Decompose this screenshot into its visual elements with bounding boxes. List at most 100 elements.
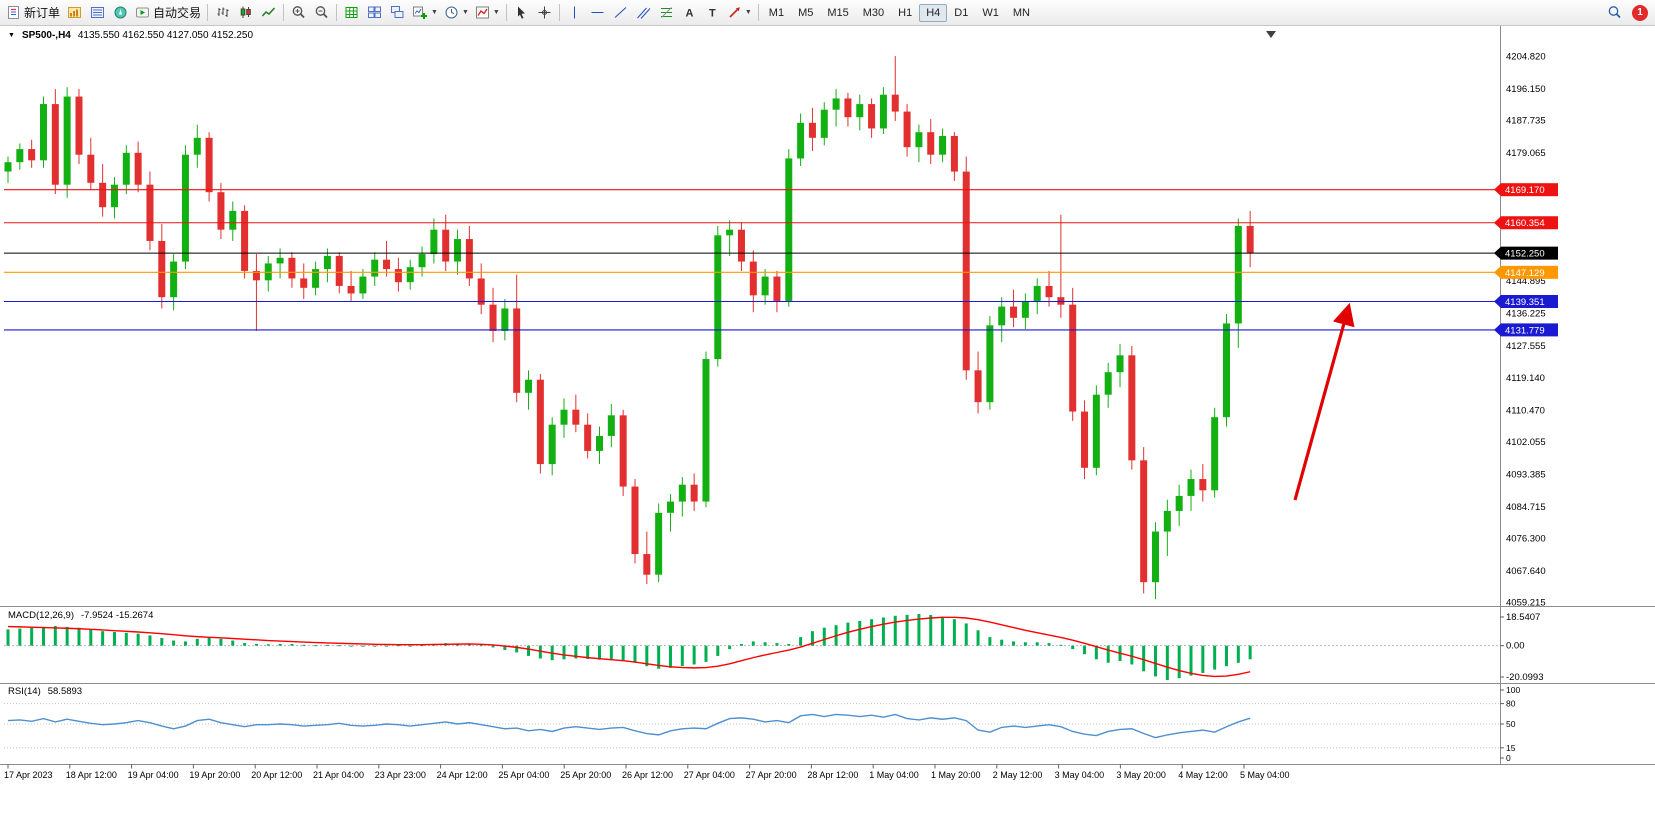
timeframe-d1[interactable]: D1 [947,4,975,22]
chart-title: ▼ SP500-,H4 4135.550 4162.550 4127.050 4… [8,30,253,41]
svg-text:4204.820: 4204.820 [1506,52,1546,63]
svg-text:4152.250: 4152.250 [1505,249,1545,260]
svg-text:4136.225: 4136.225 [1506,309,1546,320]
autotrading-icon [136,7,150,18]
svg-text:4102.055: 4102.055 [1506,437,1546,448]
svg-text:100: 100 [1506,685,1520,695]
autotrading-button[interactable]: 自动交易 [132,2,204,23]
timeframe-m5[interactable]: M5 [791,4,820,22]
data-window-button[interactable] [86,2,109,23]
svg-text:1 May 04:00: 1 May 04:00 [869,770,919,780]
timeframe-mn[interactable]: MN [1006,4,1037,22]
svg-text:27 Apr 04:00: 27 Apr 04:00 [684,770,735,780]
vertical-line-button[interactable] [563,2,586,23]
svg-text:4076.300: 4076.300 [1506,533,1546,544]
timeframe-m15[interactable]: M15 [820,4,855,22]
new-chart-button[interactable]: ▼ [409,2,441,23]
svg-text:4 May 12:00: 4 May 12:00 [1178,770,1228,780]
rsi-value: 58.5893 [47,686,83,697]
svg-text:18.5407: 18.5407 [1506,612,1540,623]
tile-windows-button[interactable] [363,2,386,23]
macd-indicator-label: MACD(12,26,9) -7.9524 -15.2674 [8,610,153,621]
candlestick-chart-button[interactable] [234,2,257,23]
symbol-period-label: SP500-,H4 [21,30,71,41]
svg-text:25 Apr 04:00: 25 Apr 04:00 [498,770,549,780]
cursor-button[interactable] [510,2,533,23]
zoom-out-button[interactable] [310,2,333,23]
fibonacci-icon [660,7,672,18]
svg-text:17 Apr 2023: 17 Apr 2023 [4,770,53,780]
chart-window: 4204.820 4196.150 4187.735 4179.065 4144.895… [0,26,1655,829]
vertical-line-icon [573,6,575,19]
svg-text:80: 80 [1506,699,1516,709]
indicators-button[interactable]: ▼ [472,2,503,23]
toolbar-separator [505,4,507,21]
svg-text:4169.170: 4169.170 [1505,185,1545,196]
line-chart-icon [261,7,276,17]
svg-text:24 Apr 12:00: 24 Apr 12:00 [437,770,488,780]
market-watch-button[interactable] [63,2,86,23]
timeframe-w1[interactable]: W1 [975,4,1006,22]
new-order-label: 新订单 [24,6,61,20]
svg-text:1 May 20:00: 1 May 20:00 [931,770,981,780]
macd-name: MACD(12,26,9) [8,610,74,621]
tile-windows-icon [368,6,382,18]
clock-icon [445,6,458,19]
symbol-dropdown-icon[interactable]: ▼ [8,32,15,39]
svg-text:A: A [685,8,693,20]
svg-text:2 May 12:00: 2 May 12:00 [993,770,1043,780]
toolbar-separator [283,4,285,21]
arrows-button[interactable]: ▼ [724,2,755,23]
channel-button[interactable] [632,2,655,23]
svg-text:4144.895: 4144.895 [1506,276,1546,287]
text-label-button[interactable]: T [701,2,724,23]
svg-text:4127.555: 4127.555 [1506,341,1546,352]
svg-text:4119.140: 4119.140 [1506,373,1545,384]
text-button[interactable]: A [678,2,701,23]
notification-badge[interactable]: 1 [1632,4,1648,21]
grid-button[interactable] [340,2,363,23]
zoom-out-icon [315,6,328,19]
svg-text:4139.351: 4139.351 [1505,297,1545,308]
search-button[interactable] [1603,2,1626,23]
svg-text:4179.065: 4179.065 [1506,148,1546,159]
navigator-button[interactable] [109,2,132,23]
text-a-icon: A [685,8,693,20]
trendline-button[interactable] [609,2,632,23]
periods-button[interactable]: ▼ [441,2,472,23]
toolbar-separator [207,4,209,21]
svg-text:4110.470: 4110.470 [1506,405,1545,416]
svg-text:4147.129: 4147.129 [1505,268,1545,279]
candlestick-icon [240,6,251,18]
svg-text:4093.385: 4093.385 [1506,469,1546,480]
bar-chart-button[interactable] [211,2,234,23]
toolbar-separator [558,4,560,21]
horizontal-line-button[interactable] [586,2,609,23]
crosshair-button[interactable] [533,2,556,23]
chevron-down-icon: ▼ [744,9,752,16]
fibonacci-button[interactable] [655,2,678,23]
svg-text:28 Apr 12:00: 28 Apr 12:00 [807,770,858,780]
timeframe-h1[interactable]: H1 [891,4,919,22]
svg-text:4067.640: 4067.640 [1506,566,1546,577]
timeframe-m1[interactable]: M1 [762,4,791,22]
toolbar-separator [757,4,759,21]
svg-text:T: T [709,8,716,20]
new-order-button[interactable]: 新订单 [3,2,63,23]
chevron-down-icon: ▼ [492,9,500,16]
svg-text:25 Apr 20:00: 25 Apr 20:00 [560,770,611,780]
svg-text:26 Apr 12:00: 26 Apr 12:00 [622,770,673,780]
text-t-icon: T [709,8,716,20]
cascade-windows-button[interactable] [386,2,409,23]
timeframe-h4[interactable]: H4 [919,4,948,22]
svg-text:20 Apr 12:00: 20 Apr 12:00 [251,770,302,780]
zoom-in-button[interactable] [287,2,310,23]
price-chart[interactable]: 4204.820 4196.150 4187.735 4179.065 4144.895… [0,26,1655,829]
chevron-down-icon: ▼ [431,9,438,16]
crosshair-icon [538,6,551,19]
timeframe-m30[interactable]: M30 [856,4,891,22]
svg-text:3 May 20:00: 3 May 20:00 [1116,770,1166,780]
line-chart-button[interactable] [257,2,280,23]
navigator-icon [114,6,127,19]
new-chart-icon [413,6,428,19]
